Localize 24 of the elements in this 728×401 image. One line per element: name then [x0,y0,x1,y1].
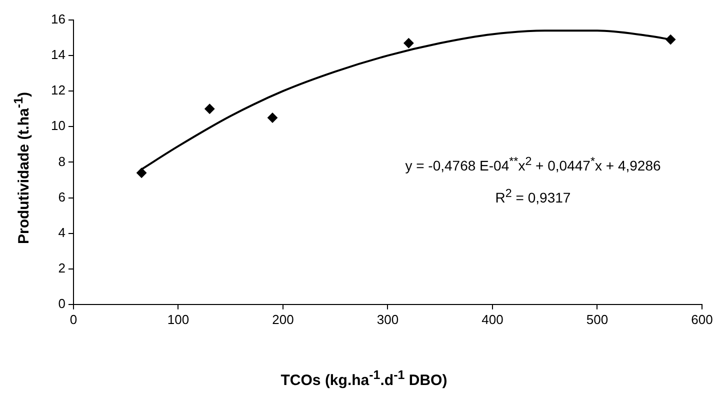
point [268,112,278,123]
y-tick-label: 14 [50,47,66,62]
x-axis-title: TCOs (kg.ha$^{-1}$.d$^{-1}$ DBO) [280,368,448,389]
x-tick-label: 300 [376,312,399,327]
x-tick-label: 400 [482,312,504,327]
y-tick-label: 8 [58,154,66,169]
y-tick-label: 2 [58,260,66,276]
y-tick-label: 16 [50,12,66,27]
point [136,168,147,178]
y-tick-label: 0 [58,296,66,311]
y-tick-label: 4 [58,224,66,240]
x-tick-label: 100 [167,312,190,327]
y-tick-label: 6 [58,189,66,204]
x-tick-label: 600 [691,312,713,327]
point [204,104,215,114]
x-tick-label: 0 [70,312,78,327]
point [666,34,676,45]
y-tick-label: 10 [50,118,66,134]
point [404,38,414,48]
annotation: R$^{2}$ = 0,9317 [494,186,572,208]
x-tick-label: 500 [586,312,608,327]
annotation: y = -0,4768 E-04$^{**}$x$^{2}$ + 0,0447$^{*}$x + 4,9286 [404,154,662,176]
x-tick-label: 200 [272,312,294,327]
y-tick-label: 12 [50,82,66,98]
